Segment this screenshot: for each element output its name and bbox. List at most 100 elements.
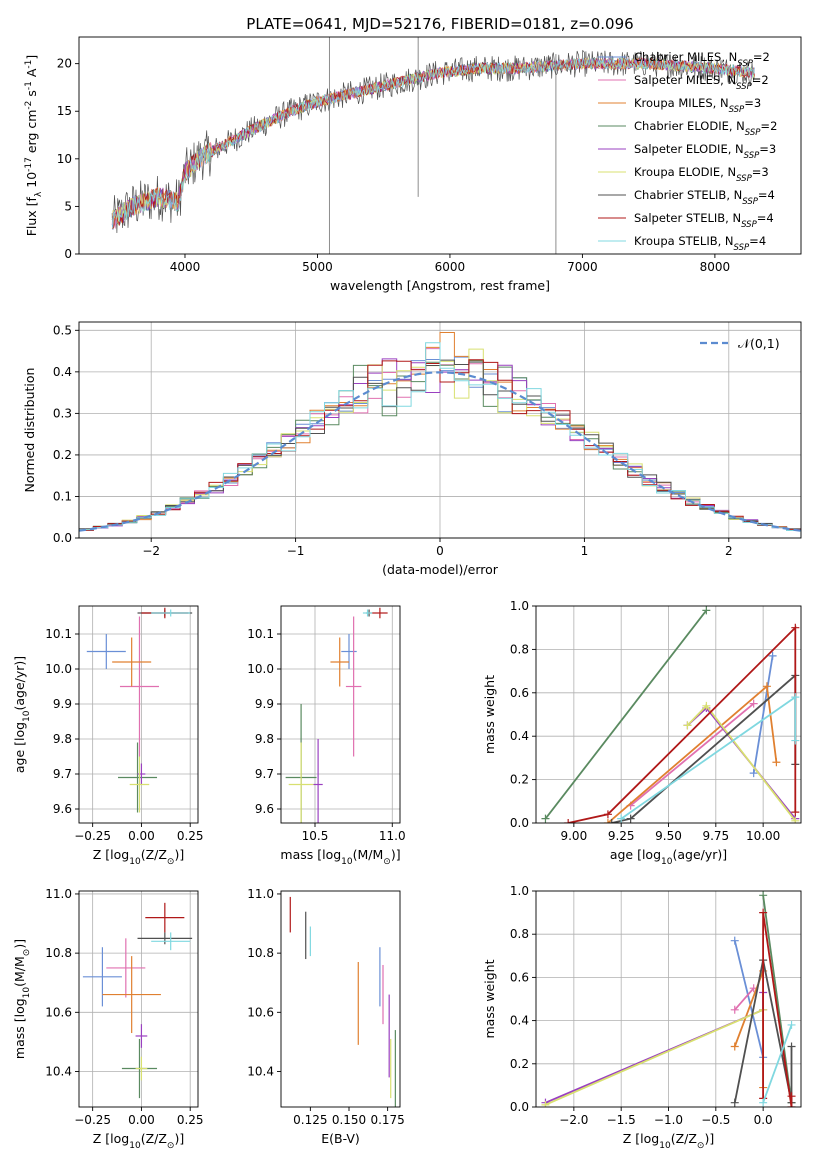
y-tick-label: 10.4 [247,1064,274,1078]
residuals-plot-area [79,332,801,538]
weight-marker [617,814,626,823]
massweight_vs_Z-panel: −2.0 −1.5 −1.0 −0.5 0.0 0.0 0.2 0.4 0.6 0.8 1.0 Z [… [482,884,802,1151]
error-bar-kroupa-elodie [135,1056,148,1081]
y-tick-label: 0.4 [53,365,72,379]
massweight_vs_Z-plot-area [541,891,796,1107]
legend-entry: Salpeter MILES, NSSP=2 [634,73,769,92]
error-bar-kroupa-miles [330,637,349,687]
mass_vs_Z-y-axis-label: mass [log10(M/M⊙)] [12,939,32,1059]
y-tick-label: 0.6 [510,970,529,984]
age_vs_Z-axes: −0.25 0.00 0.25 9.6 9.7 9.8 9.9 10.0 10.1 Z [log1… [12,605,204,867]
weight-line-salpeter-elodie [541,988,768,1107]
x-tick-label: 7000 [567,260,598,274]
weight-marker [541,814,550,823]
error-bar-salpeter-stelib [145,902,185,933]
mass_vs_Z-panel: −0.25 0.00 0.25 10.4 10.6 10.8 11.0 Z [log10(Z/… [12,887,204,1151]
massweight_vs_Z-x-axis-label: Z [log10(Z/Z⊙)] [623,1131,714,1151]
legend-entry: Salpeter STELIB, NSSP=4 [634,211,774,230]
legend-entry: Salpeter ELODIE, NSSP=3 [634,142,776,161]
weight-line-path [733,940,764,1058]
weight-line-kroupa-stelib [617,693,800,823]
error-bar-salpeter-stelib [372,607,388,619]
y-tick-label: 0 [64,247,72,261]
y-tick-label: 10.6 [45,1005,72,1019]
error-bar-salpeter-elodie [135,1024,148,1048]
y-tick-label: 10.4 [45,1064,72,1078]
y-tick-label: 0.0 [53,531,72,545]
y-tick-label: 0.2 [510,773,529,787]
y-tick-label: 9.7 [53,767,72,781]
y-tick-label: 9.6 [53,802,72,816]
error-bar-salpeter-miles [119,616,159,757]
y-tick-label: 11.0 [247,887,274,901]
weight-line-chabrier-elodie [541,606,711,823]
weight-line-salpeter-miles [730,984,758,1014]
massweight_vs_age-panel: 9.00 9.25 9.50 9.75 10.00 0.0 0.2 0.4 0.6 0.8 1.0 a… [482,599,802,867]
weight-marker [787,1092,796,1101]
spectrum-plot-area [111,37,755,254]
weight-line-salpeter-miles [626,699,758,810]
age_vs_mass-frame [280,605,401,824]
x-tick-label: 0.00 [128,829,155,843]
mass_vs_Z-plot-area [82,902,193,1099]
weight-marker [787,1020,796,1029]
weight-marker [749,769,758,778]
weight-marker [759,891,768,900]
mass_vs_ebv-x-axis-label: E(B-V) [321,1131,360,1146]
weight-marker [603,810,612,819]
y-tick-label: 9.7 [255,767,274,781]
y-tick-label: 10.1 [247,627,274,641]
y-tick-label: 0.0 [510,816,529,830]
weight-marker [759,1098,768,1107]
weight-marker [772,758,781,767]
error-bar-salpeter-elodie [313,739,323,823]
legend-entry: 𝒩(0,1) [738,336,780,351]
age_vs_mass-panel: 10.5 11.0 9.6 9.7 9.8 9.9 10.0 10.1 mass [log10(… [247,605,406,867]
y-tick-label: 0.4 [510,729,529,743]
massweight_vs_Z-y-axis-label: mass weight [482,959,497,1038]
weight-marker [564,819,573,823]
spectrum-axes: Chabrier MILES, NSSP=2 Salpeter MILES, NS… [24,36,802,293]
error-bar-kroupa-stelib [151,609,191,617]
weight-marker [762,682,771,691]
age_vs_mass-axes: 10.5 11.0 9.6 9.7 9.8 9.9 10.0 10.1 mass [log10(… [247,605,406,867]
weight-marker [607,819,616,823]
y-tick-label: 5 [64,199,72,213]
x-tick-label: 0.175 [370,1113,404,1127]
error-bar-salpeter-elodie [137,763,146,785]
x-tick-label: −0.5 [701,1113,730,1127]
x-tick-label: 0.00 [128,1113,155,1127]
weight-line-path [752,655,774,774]
error-bar-kroupa-stelib [362,609,373,617]
error-bar-chabrier-miles [341,634,357,669]
age_vs_Z-x-axis-label: Z [log10(Z/Z⊙)] [93,847,184,867]
y-tick-label: 0.6 [510,686,529,700]
weight-marker [702,606,711,615]
x-tick-label: −1.5 [607,1113,636,1127]
residuals-x-axis-label: (data-model)/error [382,562,499,577]
weight-marker [541,1100,550,1107]
weight-marker [759,908,768,917]
mass_vs_ebv-axes: 0.125 0.150 0.175 10.4 10.6 10.8 11.0 E(B-V) [247,887,405,1146]
x-tick-label: 0.125 [293,1113,327,1127]
x-tick-label: 1 [581,544,589,558]
weight-marker [791,816,800,823]
y-tick-label: 10.0 [45,662,72,676]
x-tick-label: 9.75 [702,829,729,843]
spectrum-frame [78,36,802,255]
weight-marker [603,819,612,823]
x-tick-label: 9.00 [560,829,587,843]
error-bar-chabrier-stelib [137,932,193,945]
residuals-panel: 𝒩(0,1) −2 −1 0 1 2 0.0 0.1 0.2 0.3 0.4 0.5 (data-mod… [22,321,802,577]
weight-line-kroupa-miles [603,682,781,823]
weight-line-chabrier-stelib [607,671,800,823]
weight-marker [791,693,800,702]
weight-line-path [686,706,797,820]
age_vs_Z-y-axis-label: age [log10(age/yr)] [12,656,32,773]
weight-marker [787,1103,796,1107]
weight-line-path [762,1024,793,1104]
mass_vs_Z-x-axis-label: Z [log10(Z/Z⊙)] [93,1131,184,1151]
y-tick-label: 9.9 [255,697,274,711]
x-tick-label: 11.0 [379,829,406,843]
